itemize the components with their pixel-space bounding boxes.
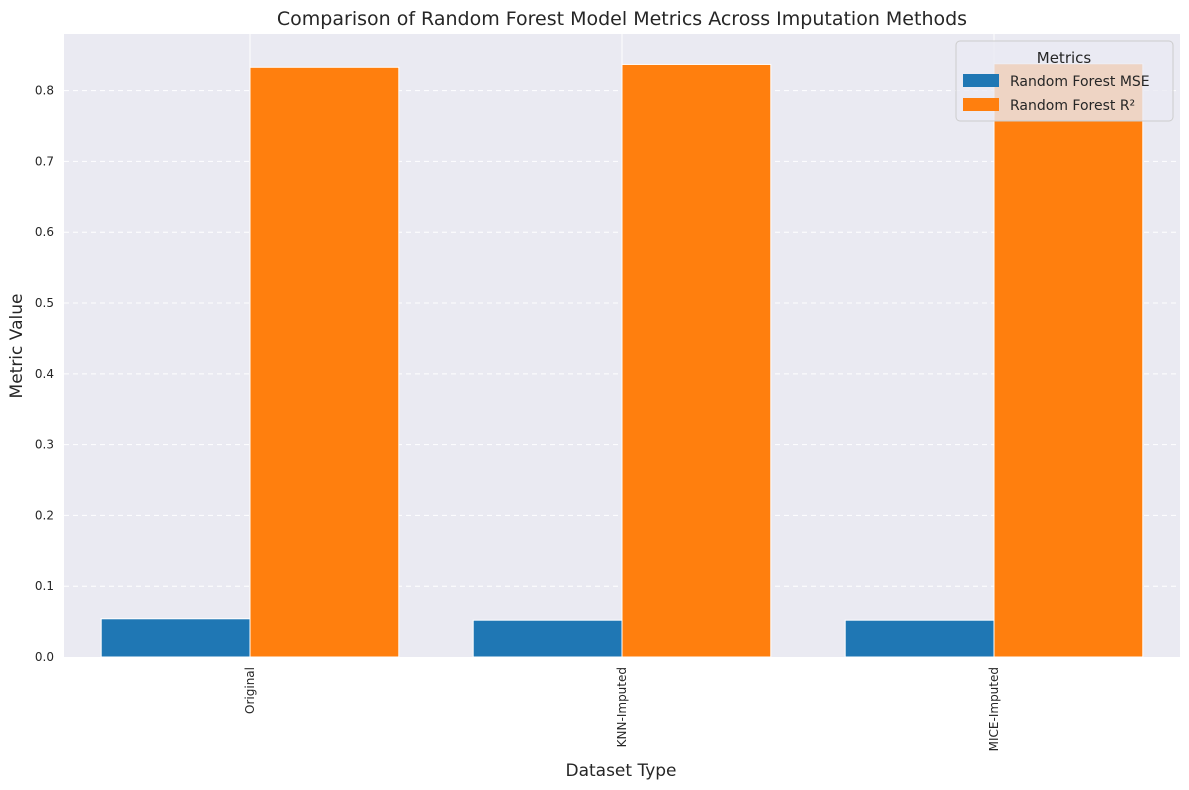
bar-mse-mice-imputed xyxy=(844,619,995,658)
x-tick-label: MICE-Imputed xyxy=(987,667,1001,751)
legend-label-mse: Random Forest MSE xyxy=(1010,74,1150,90)
y-axis-label: Metric Value xyxy=(7,294,27,399)
chart-title: Comparison of Random Forest Model Metric… xyxy=(277,8,967,30)
y-tick-label: 0.4 xyxy=(35,367,54,381)
y-tick-label: 0.6 xyxy=(35,225,54,239)
y-tick-label: 0.8 xyxy=(35,84,54,98)
y-tick-label: 0.2 xyxy=(35,508,54,522)
x-tick-label: KNN-Imputed xyxy=(615,667,629,747)
legend: Metrics Random Forest MSE Random Forest … xyxy=(955,40,1174,122)
bar-r2-mice-imputed xyxy=(993,63,1144,658)
x-tick-label: Original xyxy=(243,667,257,714)
x-axis-ticks: Original KNN-Imputed MICE-Imputed xyxy=(243,667,1001,751)
y-tick-label: 0.1 xyxy=(35,579,54,593)
y-tick-label: 0.0 xyxy=(35,650,54,664)
x-axis-label: Dataset Type xyxy=(565,761,676,781)
legend-swatch-mse xyxy=(963,74,999,87)
bars xyxy=(100,63,1144,658)
legend-label-r2: Random Forest R² xyxy=(1010,98,1135,114)
legend-swatch-r2 xyxy=(963,98,999,111)
bar-mse-original xyxy=(100,618,251,658)
y-axis-ticks: 0.0 0.1 0.2 0.3 0.4 0.5 0.6 0.7 0.8 xyxy=(35,84,54,664)
y-tick-label: 0.7 xyxy=(35,154,54,168)
legend-box xyxy=(955,40,1174,122)
bar-r2-original xyxy=(249,66,400,658)
bar-mse-knn-imputed xyxy=(472,619,623,658)
y-tick-label: 0.5 xyxy=(35,296,54,310)
bar-r2-knn-imputed xyxy=(621,63,772,658)
y-tick-label: 0.3 xyxy=(35,438,54,452)
legend-title: Metrics xyxy=(1037,49,1092,67)
